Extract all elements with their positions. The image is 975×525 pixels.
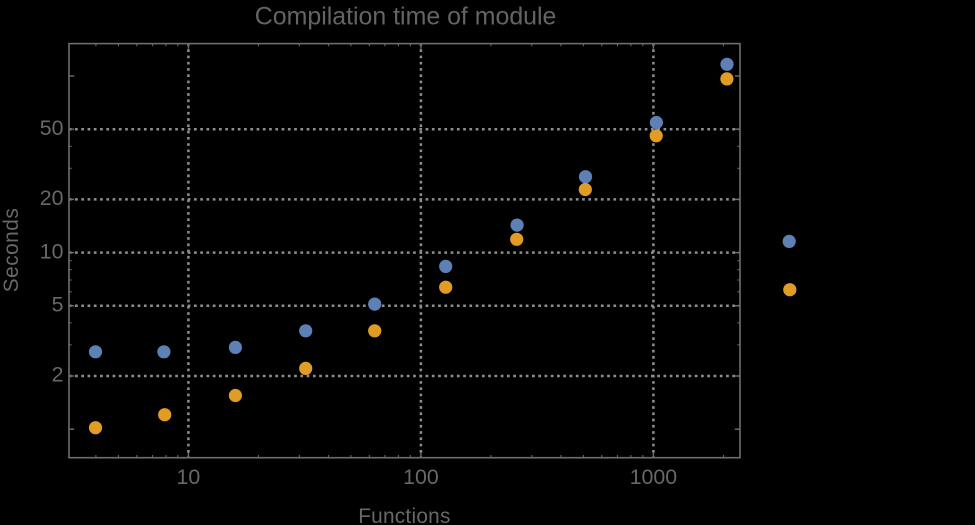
svg-text:Functions: Functions — [358, 505, 450, 525]
svg-text:100: 100 — [403, 465, 439, 489]
svg-text:10: 10 — [177, 465, 201, 489]
svg-text:1000: 1000 — [630, 465, 678, 489]
svg-text:Seconds: Seconds — [0, 208, 23, 292]
svg-text:Compilation time of module: Compilation time of module — [255, 2, 557, 30]
svg-text:20: 20 — [40, 186, 64, 210]
svg-text:2: 2 — [52, 363, 64, 387]
svg-text:5: 5 — [52, 293, 64, 317]
svg-text:50: 50 — [40, 116, 64, 140]
svg-text:10: 10 — [40, 239, 64, 263]
